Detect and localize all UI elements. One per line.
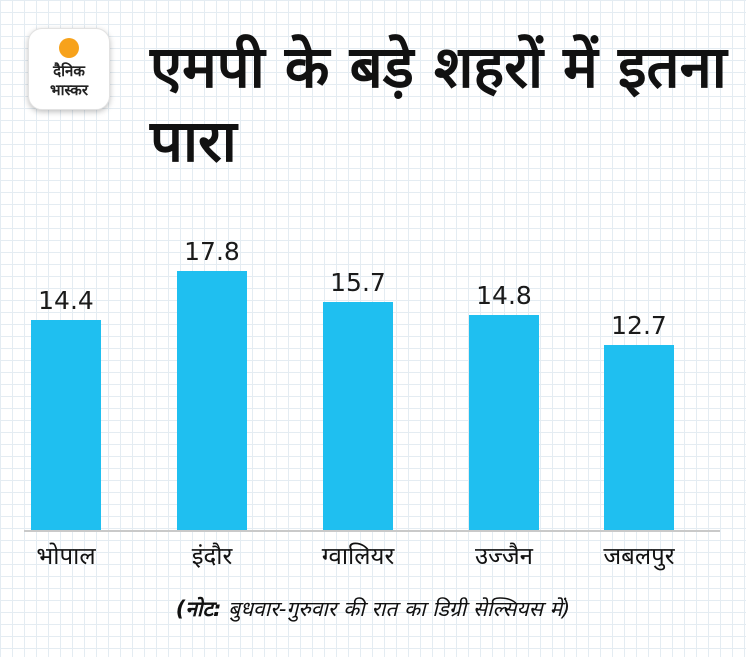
x-tick-label: ग्वालियर <box>321 542 395 570</box>
bar <box>604 345 674 530</box>
logo-text-line1: दैनिक <box>53 62 85 80</box>
bar-value-label: 17.8 <box>184 237 240 266</box>
bar-value-label: 12.7 <box>611 311 667 341</box>
bar <box>469 314 539 530</box>
x-tick-label: जबलपुर <box>603 542 675 570</box>
dainik-bhaskar-logo: दैनिक भास्कर <box>28 28 110 110</box>
bar-value-label: 14.8 <box>476 280 532 310</box>
chart-title: एमपी के बड़े शहरों में इतना पारा <box>150 33 727 175</box>
x-tick-label: इंदौर <box>191 542 233 570</box>
bar <box>31 320 101 530</box>
note-prefix: (नोट: <box>175 597 222 621</box>
sun-icon <box>59 38 79 58</box>
x-axis-line <box>24 530 720 532</box>
note-text: बुधवार-गुरुवार की रात का डिग्री सेल्सियस… <box>221 597 571 621</box>
bar-value-label: 15.7 <box>330 267 386 297</box>
bar <box>323 301 393 530</box>
bar <box>177 271 247 530</box>
chart-plot-area: 14.4 17.8 15.7 14.8 12.7 <box>24 230 720 530</box>
bar-value-label: 14.4 <box>38 286 94 316</box>
logo-text-line2: भास्कर <box>50 81 88 99</box>
footnote: (नोट: बुधवार-गुरुवार की रात का डिग्री से… <box>0 594 746 624</box>
x-tick-label: उज्जैन <box>474 542 533 570</box>
x-tick-label: भोपाल <box>36 542 96 570</box>
